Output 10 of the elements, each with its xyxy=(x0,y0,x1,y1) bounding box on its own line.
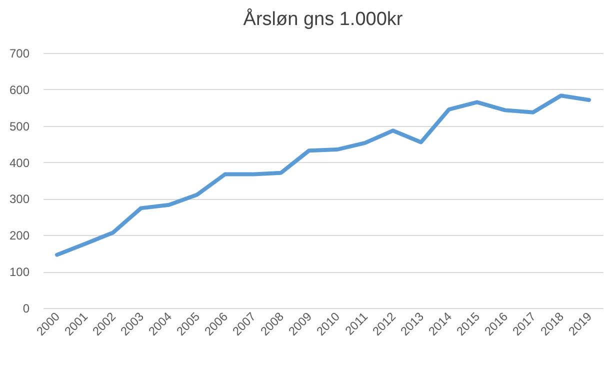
y-tick-label: 700 xyxy=(9,46,30,60)
y-tick-label: 500 xyxy=(9,119,30,134)
line-series xyxy=(55,94,591,257)
y-tick-label: 0 xyxy=(22,302,30,316)
y-tick-label: 300 xyxy=(9,192,30,206)
y-tick-label: 200 xyxy=(9,228,30,243)
y-tick-label: 600 xyxy=(9,82,30,97)
y-tick-label: 400 xyxy=(9,156,30,170)
y-tick-label: 100 xyxy=(9,265,30,280)
chart-title: Årsløn gns 1.000kr xyxy=(243,8,404,30)
